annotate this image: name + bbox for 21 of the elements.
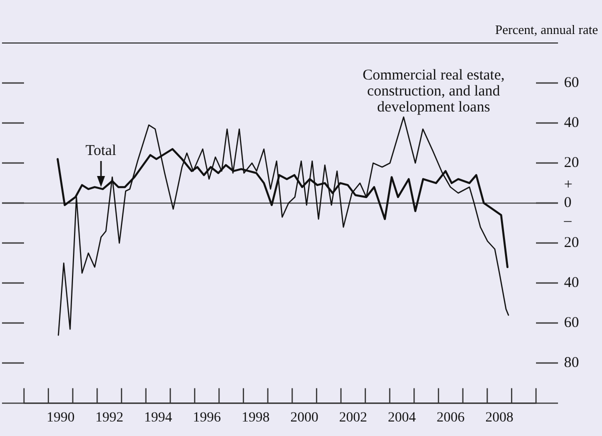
y-tick-label: 80 bbox=[564, 355, 579, 372]
x-tick-label: 1990 bbox=[46, 410, 75, 426]
y-tick-label: 60 bbox=[564, 315, 579, 332]
y-tick-label: + 0 – bbox=[563, 177, 572, 230]
y-tick-label: 40 bbox=[564, 275, 579, 292]
y-tick-label: 20 bbox=[564, 155, 579, 172]
x-tick-label: 2008 bbox=[485, 410, 514, 426]
series-label: Total bbox=[85, 142, 116, 159]
y-axis-title: Percent, annual rate bbox=[495, 22, 598, 37]
x-tick-label: 1992 bbox=[95, 410, 124, 426]
x-tick-label: 2000 bbox=[290, 410, 318, 426]
text: Commercial real estate, construction, and land development loans bbox=[362, 68, 505, 116]
x-tick-label: 2004 bbox=[388, 410, 416, 426]
y-tick-label: 20 bbox=[564, 235, 579, 252]
x-tick-label: 1998 bbox=[242, 410, 270, 426]
x-tick-label: 1994 bbox=[144, 410, 172, 426]
x-tick-label: 2006 bbox=[436, 410, 465, 426]
x-tick-label: 1996 bbox=[192, 410, 221, 426]
y-tick-label: 60 bbox=[564, 74, 579, 91]
x-tick-label: 2002 bbox=[339, 410, 368, 426]
y-tick-label: 40 bbox=[564, 114, 579, 131]
